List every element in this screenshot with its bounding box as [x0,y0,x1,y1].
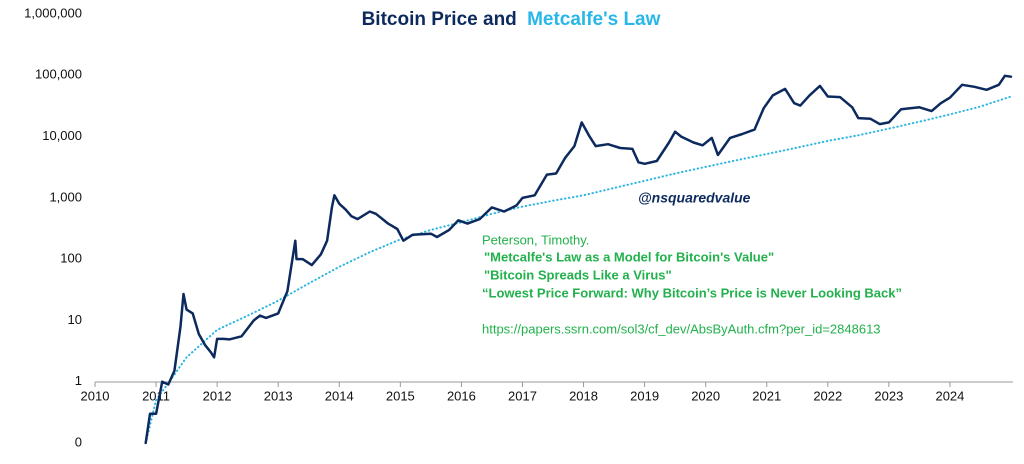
x-tick-label: 2022 [813,388,842,403]
x-tick-label: 2020 [691,388,720,403]
annotation: "Metcalfe's Law as a Model for Bitcoin's… [484,249,774,264]
x-tick-label: 2023 [874,388,903,403]
y-tick-label: 1 [75,373,82,388]
annotation: "Bitcoin Spreads Like a Virus" [484,267,672,282]
annotation: “Lowest Price Forward: Why Bitcoin’s Pri… [482,285,902,300]
y-tick-label: 1,000,000 [24,5,82,20]
x-tick-label: 2017 [508,388,537,403]
x-tick-label: 2012 [203,388,232,403]
title-part: Bitcoin Price and [362,9,517,30]
y-tick-label: 1,000 [49,189,82,204]
title-part: Metcalfe's Law [527,9,661,30]
annotation: https://papers.ssrn.com/sol3/cf_dev/AbsB… [482,321,881,336]
x-tick-label: 2016 [447,388,476,403]
x-tick-label: 2010 [81,388,110,403]
x-tick-label: 2021 [752,388,781,403]
y-tick-label: 0 [75,434,82,449]
x-tick-label: 2024 [935,388,964,403]
x-tick-label: 2019 [630,388,659,403]
annotation: @nsquaredvalue [638,190,751,206]
x-tick-label: 2018 [569,388,598,403]
x-tick-label: 2014 [325,388,354,403]
x-tick-label: 2015 [386,388,415,403]
y-tick-label: 10 [68,312,82,327]
y-tick-label: 100,000 [35,67,82,82]
y-tick-label: 10,000 [42,128,82,143]
x-tick-label: 2013 [264,388,293,403]
x-tick-label: 2011 [142,388,170,403]
chart-title: Bitcoin Price and Metcalfe's Law [362,9,661,30]
y-tick-label: 100 [60,251,82,266]
series-line [144,95,1012,444]
series-line [144,74,1013,445]
annotation: Peterson, Timothy. [482,232,589,247]
